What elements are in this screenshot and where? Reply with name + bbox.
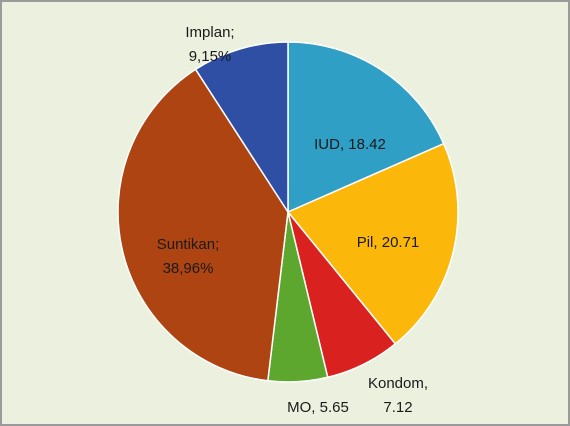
pie-slice [286,142,459,345]
slice-label: Implan; [185,24,234,41]
slice-label: Kondom, [368,375,428,392]
slice-label: 9,15% [189,48,232,65]
pie-slice [287,41,445,214]
slice-label: 38,96% [163,260,214,277]
slice-label: IUD, 18.42 [314,136,386,153]
slice-label: 7.12 [383,399,412,416]
pie-slice [194,41,289,215]
slice-label: Pil, 20.71 [357,234,420,251]
slice-label: MO, 5.65 [287,399,349,416]
slice-label: Suntikan; [157,236,220,253]
